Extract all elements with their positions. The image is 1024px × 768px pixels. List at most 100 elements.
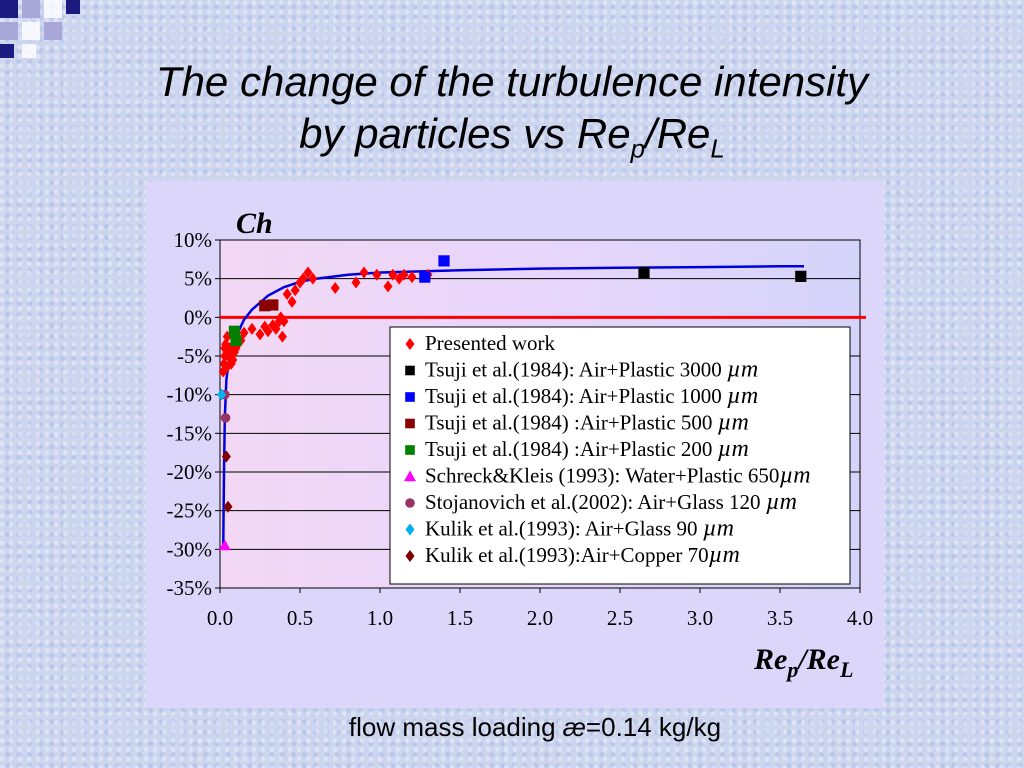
y-tick-label: 5% [184,267,212,291]
data-point [277,330,287,343]
legend-series-name: Tsuji et al.(1984) :Air+Plastic 500 [425,411,718,435]
legend-box [389,326,851,585]
data-point [638,266,650,279]
legend-series-name: Tsuji et al.(1984) :Air+Plastic 200 [425,437,718,461]
fit-curve-group [220,265,866,550]
data-point [330,281,340,294]
deco-square-6 [22,22,40,40]
legend-unit: µm [727,357,758,383]
deco-square-8 [0,44,14,58]
title-sub-l: L [710,133,725,164]
title-line-2: by particles vs Rep/ReL [0,108,1024,174]
data-point [267,299,279,311]
x-tick-label: 0.5 [287,606,313,630]
x-tick-label: 1.0 [367,606,393,630]
x-tick-label: 0.0 [207,606,233,630]
legend-unit: µm [718,436,749,462]
data-point [221,450,231,463]
legend-unit: µm [766,489,797,515]
legend-unit: µm [779,463,810,489]
x-tick-label: 1.5 [447,606,473,630]
legend-unit: µm [703,516,734,542]
data-point [239,326,249,339]
data-point [399,268,409,281]
x-axis-label-sub-2: L [839,657,853,682]
data-point [218,539,231,551]
legend-label: Stojanovich et al.(2002): Air+Glass 120 … [425,489,797,515]
title-sep: /Re [645,110,711,157]
data-point [287,295,297,308]
deco-square-5 [0,22,18,40]
legend-label: Tsuji et al.(1984): Air+Plastic 1000 µm [425,383,758,409]
data-point [225,342,235,355]
legend-series-name: Kulik et al.(1993):Air+Copper 70 [425,543,709,567]
x-axis-label: Rep/ReL [753,643,853,682]
deco-square-1 [0,0,18,18]
footer-suffix: =0.14 kg/kg [585,712,722,742]
data-point [263,325,273,338]
data-point [351,276,361,289]
chart-svg: 10%5%0%-5%-10%-15%-20%-25%-30%-35% 0.0 0.… [167,207,874,682]
data-point [255,328,265,341]
x-axis-label-main-2: /Re [796,643,840,676]
data-point [223,500,233,513]
legend-marker [405,498,415,508]
deco-square-4 [66,0,80,14]
x-tick-label: 3.0 [687,606,713,630]
y-tick-label: -30% [167,537,213,561]
legend-marker [405,445,415,455]
x-tick-label: 3.5 [767,606,793,630]
y-tick-labels: 10% 5% 0% -5% -10% -15% -20% -25% -30% -35% [167,228,213,600]
data-point [372,268,382,281]
legend-label: Tsuji et al.(1984) :Air+Plastic 200 µm [425,436,749,462]
data-point [388,268,398,281]
chart-panel: 10% 5% 0% -5% -10% -15% -20% -25% -30% -35% 0.0 0.… [146,181,884,708]
legend-marker [405,338,415,350]
deco-square-2 [22,0,40,18]
fit-curve [221,265,804,550]
legend-label: Tsuji et al.(1984): Air+Plastic 3000 µm [425,357,758,383]
legend-series-name: Tsuji et al.(1984): Air+Plastic 3000 [425,358,727,382]
legend-series-name: Kulik et al.(1993): Air+Glass 90 [425,517,703,541]
data-point [303,266,313,279]
y-tick-label: -5% [177,344,212,368]
legend-marker [405,523,415,536]
y-tick-label: 10% [174,228,213,252]
deco-square-7 [44,22,62,40]
data-point [298,272,308,285]
y-tick-label: -25% [167,499,213,523]
legend-marker [404,470,416,482]
data-point [295,276,305,289]
data-point [279,315,289,328]
data-point [290,284,300,297]
data-point [228,325,240,337]
x-tick-label: 2.0 [527,606,553,630]
data-points [217,255,807,551]
slide-title: The change of the turbulence intensity b… [0,56,1024,174]
x-axis-label-sub-1: p [785,657,798,682]
y-tick-label: -15% [167,421,213,445]
data-point [359,266,369,279]
title-line-2-prefix: by particles vs Re [299,110,631,157]
footer-prefix: flow mass loading [348,712,563,742]
deco-square-3 [44,0,62,18]
legend-label: Tsuji et al.(1984) :Air+Plastic 500 µm [425,410,749,436]
data-point [383,280,393,293]
x-tick-labels: 0.0 0.5 1.0 1.5 2.0 2.5 3.0 3.5 4.0 [207,606,873,630]
data-point [407,271,417,284]
y-tick-label: -10% [167,383,213,407]
footer-symbol: æ [562,712,586,742]
x-tick-label: 2.5 [607,606,633,630]
legend-label: Presented work [425,331,556,355]
legend-series-name: Schreck&Kleis (1993): Water+Plastic 650 [425,464,779,488]
y-tick-label: -35% [167,576,213,600]
data-point [271,322,281,335]
x-tick-label: 4.0 [847,606,873,630]
data-point [394,272,404,285]
title-line-1: The change of the turbulence intensity [155,58,869,105]
legend-label: Kulik et al.(1993): Air+Glass 90 µm [425,516,734,542]
legend-marker [405,550,415,562]
legend-series-name: Tsuji et al.(1984): Air+Plastic 1000 [425,384,727,408]
legend-unit: µm [718,410,749,436]
footer-caption: flow mass loading æ=0.14 kg/kg [0,712,1024,743]
